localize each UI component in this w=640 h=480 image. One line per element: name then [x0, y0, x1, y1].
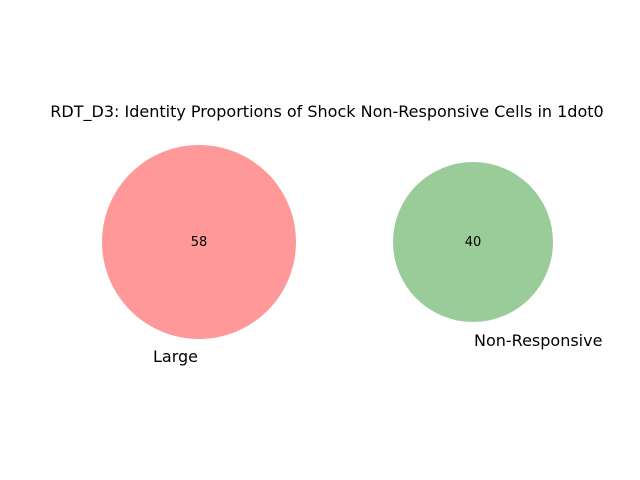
set-count-non-responsive: 40 [465, 235, 482, 250]
set-count-large: 58 [191, 235, 208, 250]
diagram-title: RDT_D3: Identity Proportions of Shock No… [50, 102, 603, 122]
set-circle-large [102, 145, 296, 339]
set-circle-non-responsive [393, 162, 553, 322]
set-label-non-responsive: Non-Responsive [474, 331, 602, 350]
set-label-large: Large [153, 347, 198, 366]
